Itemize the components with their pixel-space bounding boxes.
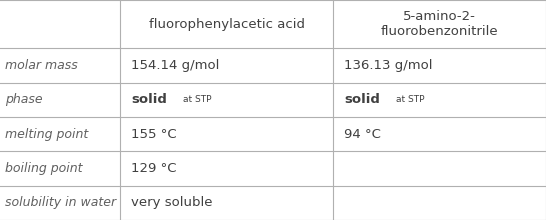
- Text: phase: phase: [5, 93, 43, 106]
- Text: solubility in water: solubility in water: [5, 196, 117, 209]
- Text: 154.14 g/mol: 154.14 g/mol: [131, 59, 219, 72]
- Text: 5-amino-2-
fluorobenzonitrile: 5-amino-2- fluorobenzonitrile: [381, 10, 498, 38]
- Text: molar mass: molar mass: [5, 59, 78, 72]
- Text: at STP: at STP: [183, 95, 211, 104]
- Text: 136.13 g/mol: 136.13 g/mol: [344, 59, 432, 72]
- Text: fluorophenylacetic acid: fluorophenylacetic acid: [149, 18, 305, 31]
- Text: solid: solid: [131, 93, 167, 106]
- Text: boiling point: boiling point: [5, 162, 83, 175]
- Text: solid: solid: [344, 93, 380, 106]
- Text: at STP: at STP: [396, 95, 424, 104]
- Text: 155 °C: 155 °C: [131, 128, 177, 141]
- Text: 129 °C: 129 °C: [131, 162, 176, 175]
- Text: very soluble: very soluble: [131, 196, 212, 209]
- Text: melting point: melting point: [5, 128, 88, 141]
- Text: 94 °C: 94 °C: [344, 128, 381, 141]
